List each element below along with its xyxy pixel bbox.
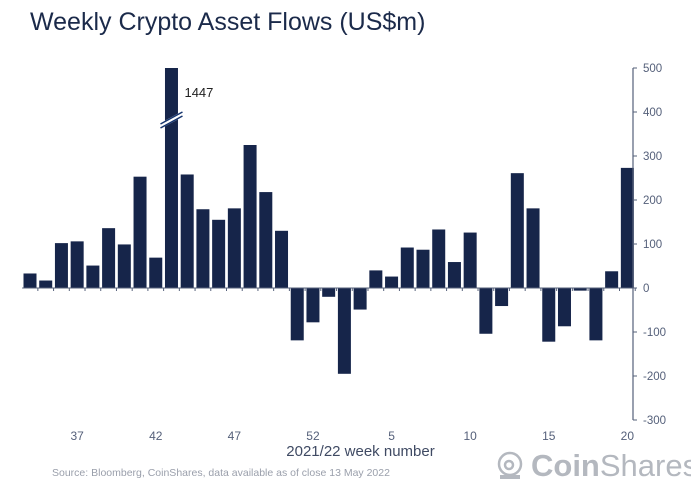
- bar-week-42: [149, 257, 163, 288]
- bar-week-6: [400, 247, 414, 288]
- bar-week-20: [620, 167, 634, 288]
- bar-week-4: [369, 270, 383, 288]
- y-tick-label: 0: [643, 283, 649, 295]
- bar-week-12: [495, 288, 509, 307]
- logo-text-light: Shares: [599, 448, 691, 483]
- x-tick-label: 52: [306, 429, 320, 443]
- bar-week-7: [416, 249, 430, 288]
- data-label-1447: 1447: [184, 85, 213, 100]
- bar-week-41: [133, 176, 147, 288]
- axis-break-mark: [160, 115, 183, 129]
- bar-week-51: [290, 288, 304, 341]
- bar-week-43: [164, 68, 178, 288]
- logo-text-bold: Coin: [531, 448, 600, 483]
- bar-week-11: [479, 288, 493, 334]
- y-tick-label: -300: [643, 415, 666, 427]
- bar-week-40: [117, 244, 131, 288]
- source-note: Source: Bloomberg, CoinShares, data avai…: [52, 467, 390, 479]
- bar-week-34: [23, 273, 37, 288]
- bar-week-3: [353, 288, 367, 310]
- bar-week-16: [557, 288, 571, 327]
- bar-week-10: [463, 232, 477, 288]
- bar-week-48: [243, 145, 257, 288]
- y-tick-label: 200: [643, 195, 662, 207]
- x-tick-label: 15: [542, 429, 556, 443]
- x-tick-label: 47: [228, 429, 242, 443]
- bar-week-36: [54, 243, 68, 288]
- bar-week-44: [180, 174, 194, 288]
- x-tick-label: 10: [463, 429, 477, 443]
- axis-break-gap: [159, 111, 184, 129]
- bar-week-5: [385, 276, 399, 288]
- y-tick-label: 500: [643, 63, 662, 75]
- bar-week-37: [70, 241, 84, 288]
- bar-week-39: [102, 228, 116, 288]
- bar-week-18: [589, 288, 603, 341]
- x-axis-label: 2021/22 week number: [286, 443, 435, 460]
- bar-week-52: [306, 288, 320, 323]
- bar-week-38: [86, 265, 100, 288]
- bar-week-8: [432, 229, 446, 288]
- bar-week-19: [605, 271, 619, 288]
- coinshares-logo-icon: [497, 451, 523, 479]
- bar-week-1: [322, 288, 336, 297]
- bar-week-47: [227, 208, 241, 288]
- y-tick-label: -200: [643, 371, 666, 383]
- x-tick-label: 20: [621, 429, 635, 443]
- chart-title: Weekly Crypto Asset Flows (US$m): [30, 8, 426, 36]
- bar-week-46: [212, 219, 226, 288]
- y-tick-label: 100: [643, 239, 662, 251]
- x-tick-label: 5: [388, 429, 395, 443]
- bar-week-17: [573, 288, 587, 291]
- bar-week-2: [337, 288, 351, 374]
- bar-week-14: [526, 208, 540, 288]
- bar-week-15: [542, 288, 556, 342]
- bar-week-45: [196, 209, 210, 288]
- bar-week-9: [447, 262, 461, 288]
- bar-week-35: [39, 280, 53, 288]
- x-tick-label: 42: [149, 429, 163, 443]
- x-tick-label: 37: [70, 429, 84, 443]
- bar-week-50: [275, 230, 289, 288]
- bar-week-49: [259, 192, 273, 288]
- y-tick-label: -100: [643, 327, 666, 339]
- y-tick-label: 300: [643, 151, 662, 163]
- axis-break-mark: [160, 111, 183, 125]
- bar-week-13: [510, 173, 524, 288]
- coinshares-logo: CoinShares: [495, 448, 691, 484]
- y-tick-label: 400: [643, 107, 662, 119]
